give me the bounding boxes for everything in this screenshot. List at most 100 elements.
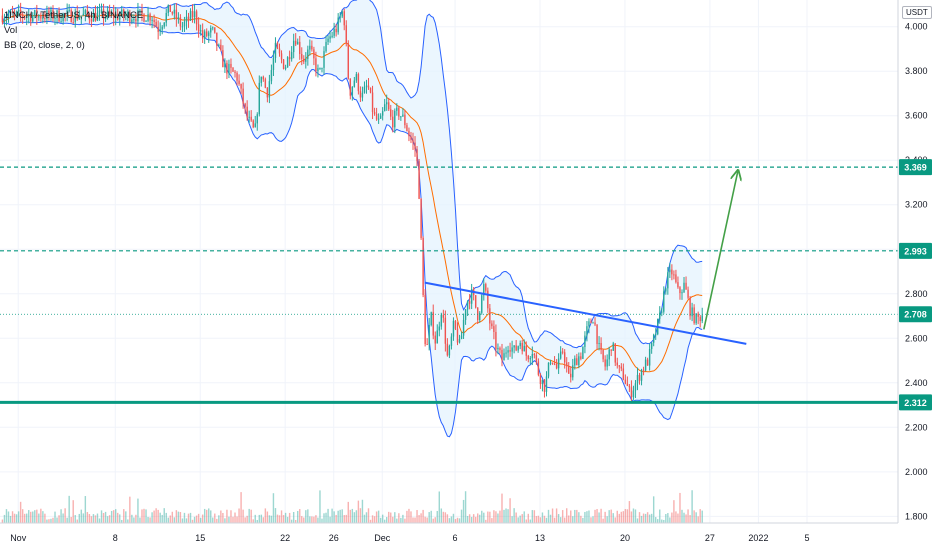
candle-down xyxy=(515,345,517,351)
candle-up xyxy=(42,17,44,19)
horizontal-levels xyxy=(0,166,898,404)
volume-bar xyxy=(301,516,303,523)
volume-bar xyxy=(80,509,83,523)
candle-up xyxy=(7,15,10,18)
candle-down xyxy=(347,43,349,79)
candle-up xyxy=(139,9,141,11)
volume-bar xyxy=(36,509,38,523)
candle-down xyxy=(102,9,105,19)
candle-up xyxy=(268,81,271,98)
volume-bar xyxy=(171,511,174,523)
candle-down xyxy=(580,356,582,359)
candle-down xyxy=(491,323,493,327)
volume-bar xyxy=(256,519,258,523)
currency-label[interactable]: USDT xyxy=(902,6,932,19)
candle-down xyxy=(175,9,178,20)
volume-bar xyxy=(345,514,347,523)
candle-down xyxy=(220,44,222,51)
volume-bar xyxy=(390,512,392,523)
volume-bar xyxy=(677,513,679,523)
volume-bar xyxy=(64,508,66,523)
candle-up xyxy=(547,362,550,377)
candle-down xyxy=(197,24,200,32)
price-axis[interactable]: 1.8002.0002.2002.4002.6002.8003.0003.200… xyxy=(905,22,928,522)
candle-up xyxy=(355,74,358,81)
candle-down xyxy=(311,45,313,50)
volume-bar xyxy=(559,517,562,523)
volume-bar xyxy=(553,517,556,523)
volume-bar xyxy=(52,517,54,523)
symbol-title[interactable]: 1INCH / TetherUS, 4h, BINANCE xyxy=(4,10,144,21)
volume-bar xyxy=(305,510,307,523)
candle-down xyxy=(88,14,91,20)
volume-bar xyxy=(96,513,99,523)
volume-bar xyxy=(268,515,271,523)
candle-up xyxy=(96,13,99,21)
volume-bar xyxy=(337,510,339,523)
volume-bar xyxy=(127,519,129,523)
candle-down xyxy=(143,14,145,22)
volume-bar xyxy=(157,509,159,523)
candle-up xyxy=(151,19,153,21)
candle-up xyxy=(15,11,18,14)
indicator-legend[interactable]: BB (20, close, 2, 0) xyxy=(4,40,85,51)
volume-bar xyxy=(665,514,667,523)
volume-bar xyxy=(563,517,566,523)
volume-bar xyxy=(381,514,384,523)
volume-bar xyxy=(119,514,121,523)
candle-down xyxy=(525,345,527,356)
candle-down xyxy=(303,58,305,62)
candle-up xyxy=(351,86,354,96)
time-axis[interactable]: Nov 8 15 22 26 Dec 6 13 20 27 2022 5 xyxy=(10,533,809,543)
candle-down xyxy=(58,10,60,22)
volume-bar xyxy=(333,511,335,523)
volume-bar xyxy=(165,512,167,523)
volume-bar xyxy=(104,511,107,523)
candle-down xyxy=(357,74,360,92)
volume-bar xyxy=(155,508,157,523)
volume-legend[interactable]: Vol xyxy=(4,25,18,36)
candle-up xyxy=(110,12,113,14)
volume-bar xyxy=(216,518,218,523)
volume-bar xyxy=(191,519,194,523)
volume-bar xyxy=(303,517,305,523)
candle-up xyxy=(648,349,651,366)
volume-bar xyxy=(252,519,254,523)
candle-down xyxy=(553,363,556,365)
candle-up xyxy=(159,29,161,32)
candle-up xyxy=(114,13,117,19)
candle-up xyxy=(683,282,685,293)
candle-up xyxy=(701,315,703,322)
candle-down xyxy=(442,315,445,318)
volume-bar xyxy=(689,515,691,523)
candle-up xyxy=(470,289,473,304)
candle-down xyxy=(179,17,182,27)
candle-down xyxy=(551,362,554,364)
volume-bar xyxy=(327,508,329,523)
volume-bar xyxy=(533,510,536,523)
volume-bar xyxy=(117,512,119,523)
volume-bar xyxy=(50,518,52,523)
candle-down xyxy=(299,41,301,54)
candle-up xyxy=(385,102,388,105)
volume-bar xyxy=(66,517,68,523)
volume-bar xyxy=(671,512,673,523)
volume-bar xyxy=(189,512,192,523)
volume-bar xyxy=(513,508,515,523)
candle-up xyxy=(634,383,637,391)
volume-bar xyxy=(474,516,477,523)
volume-bar xyxy=(701,510,703,523)
candle-up xyxy=(652,334,655,343)
volume-bar xyxy=(517,517,519,523)
volume-bar xyxy=(644,513,647,523)
candle-down xyxy=(414,142,416,150)
candle-down xyxy=(638,374,641,381)
volume-bar xyxy=(654,517,657,523)
drawings xyxy=(424,171,747,345)
candle-down xyxy=(250,116,252,121)
candle-up xyxy=(74,12,76,23)
candle-up xyxy=(636,374,639,384)
volume-bar xyxy=(321,518,323,523)
candle-down xyxy=(543,379,546,392)
